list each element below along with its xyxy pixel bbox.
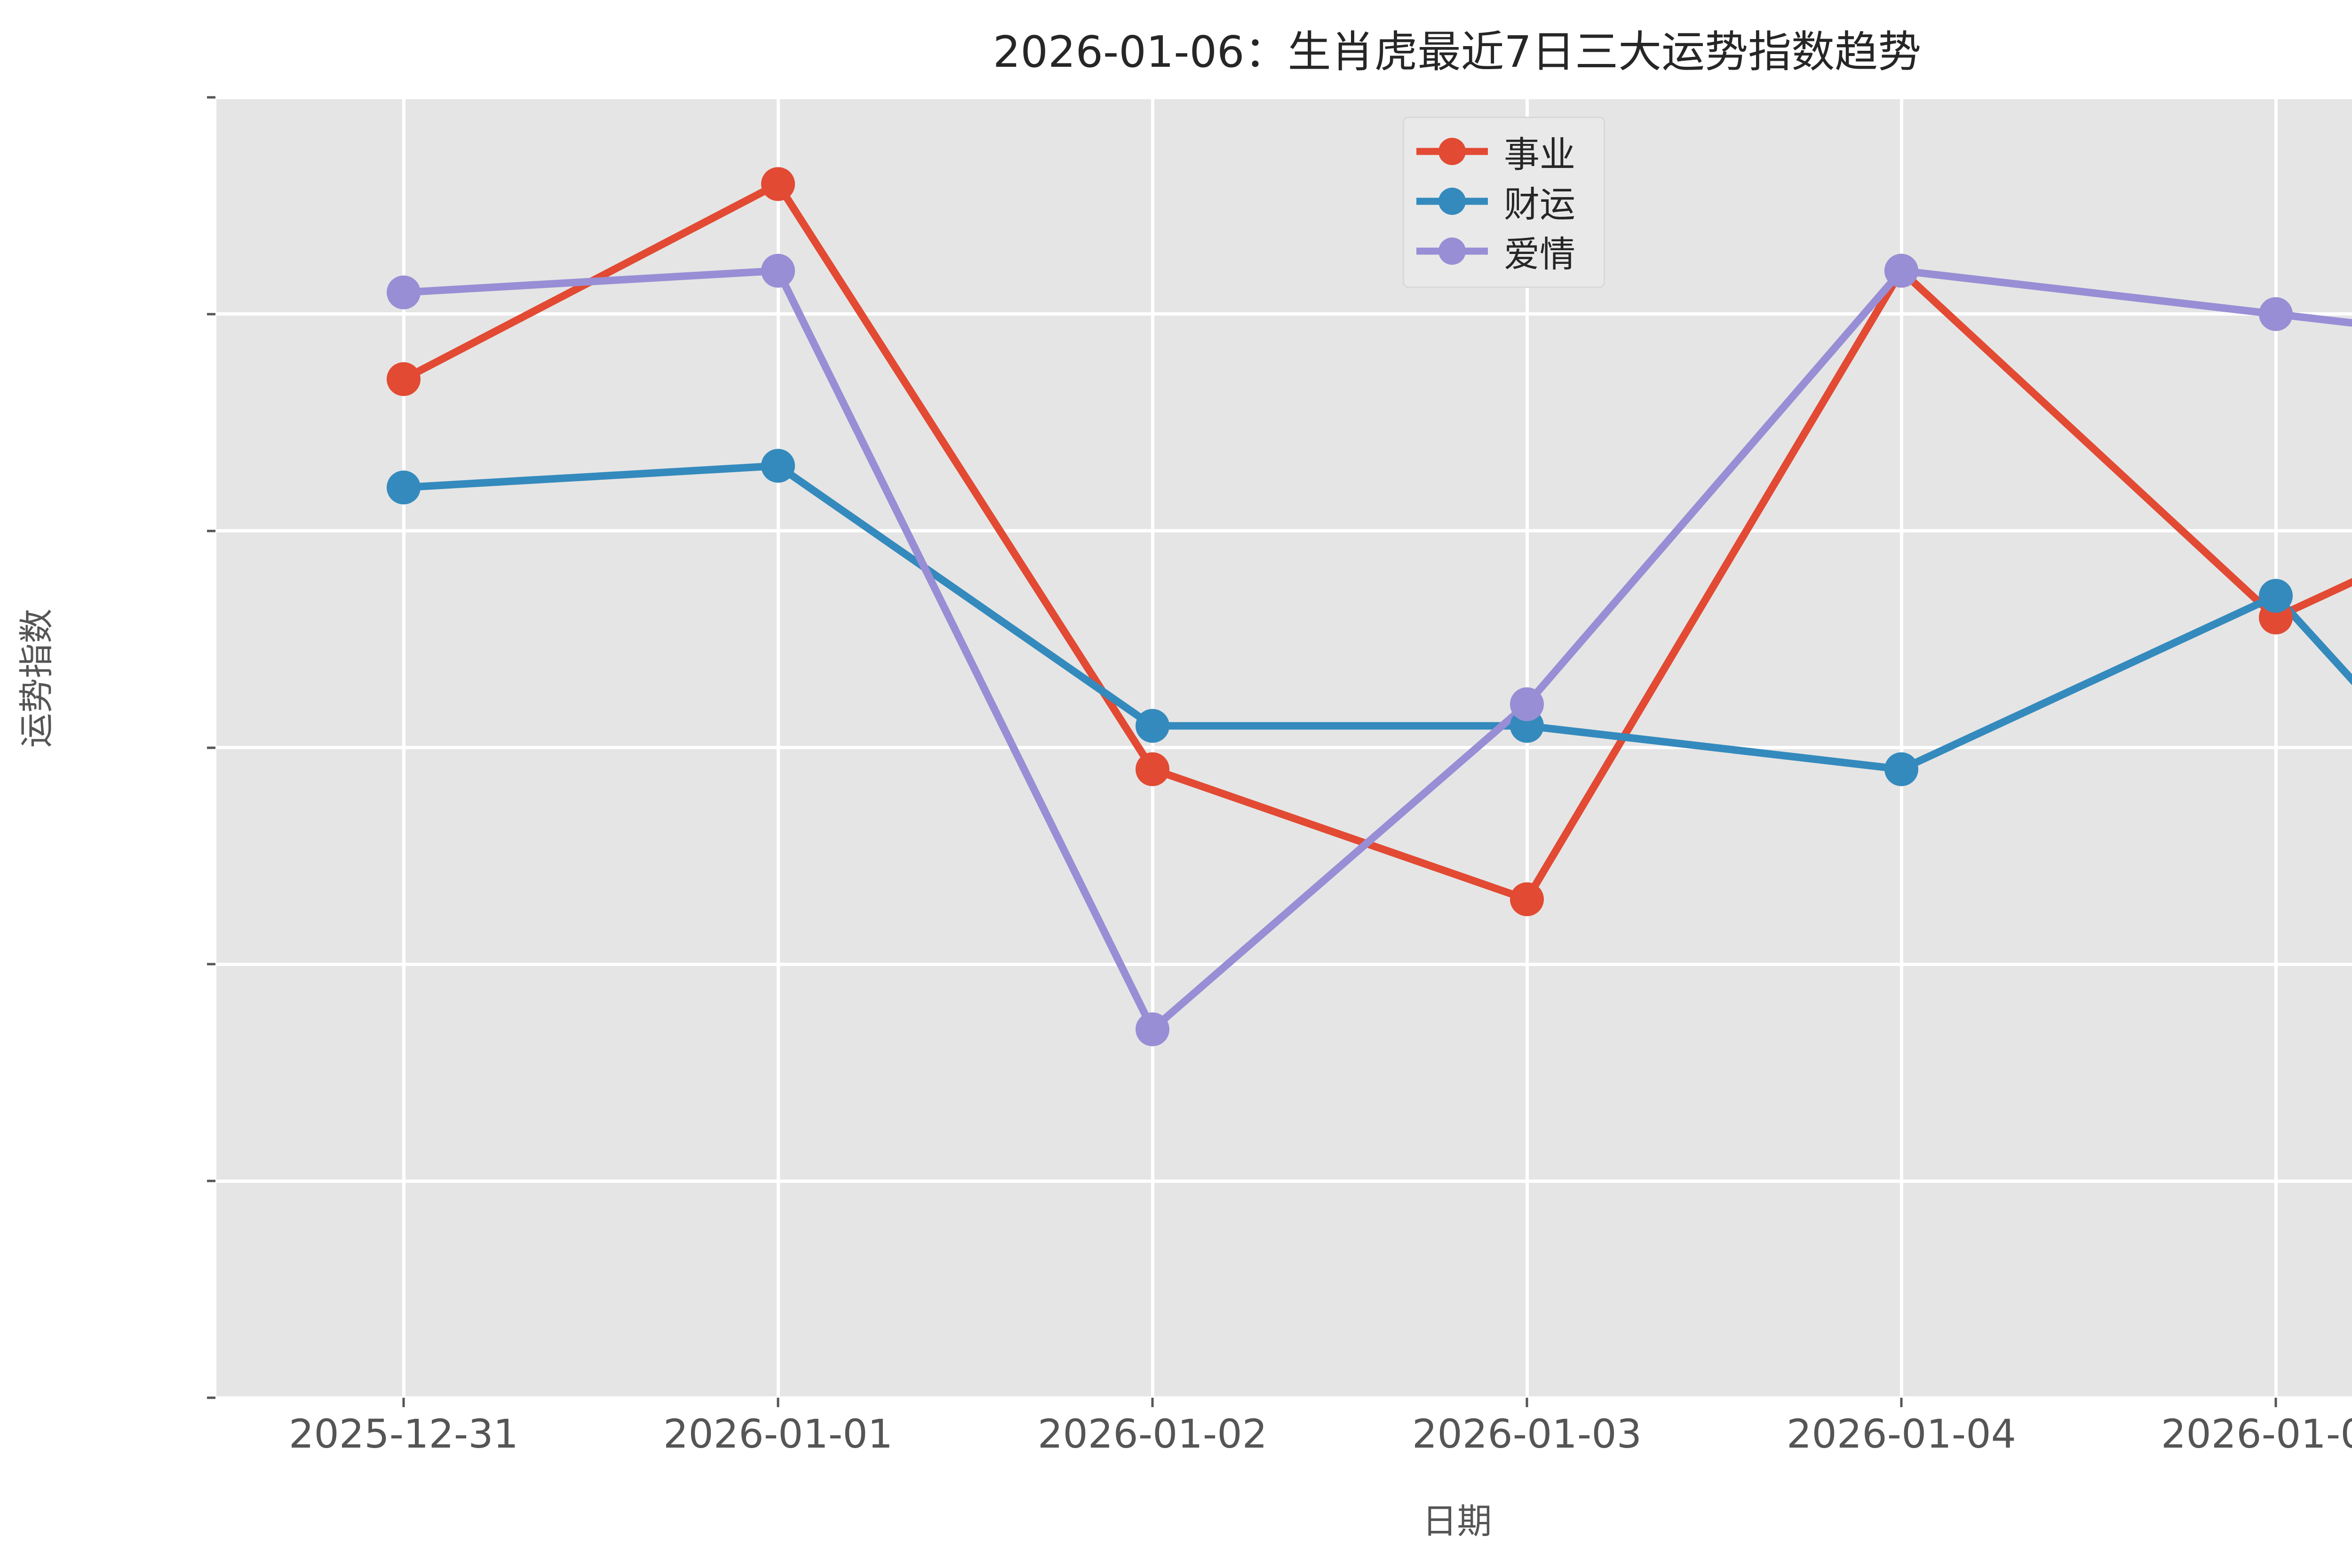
x-tick-mark [1151,1398,1154,1407]
legend-label: 财运 [1504,183,1575,225]
data-point [761,449,795,483]
gridline-horizontal [216,746,2352,749]
y-tick-mark [207,96,215,99]
gridline-vertical [1151,97,1154,1398]
x-tick-label: 2025-12-31 [288,1411,519,1457]
y-tick-mark [207,746,215,749]
legend-label: 事业 [1504,134,1575,175]
legend-dot-icon [1438,138,1466,165]
x-tick-mark [1526,1398,1528,1407]
data-point [387,275,421,309]
x-tick-mark [1900,1398,1903,1407]
page-title: 2026-01-06：生肖虎最近7日三大运势指数趋势 [993,27,1922,77]
gridline-vertical [1899,97,1903,1398]
y-axis-label: 运势指数 [16,609,57,748]
data-point [2259,297,2293,331]
data-point [387,470,421,505]
legend: 事业 财运 爱情 [1403,117,1605,288]
y-tick-mark [207,313,215,316]
gridline-horizontal [216,312,2352,316]
data-point [1510,687,1544,721]
data-point [761,167,795,201]
x-tick-label: 2026-01-05 [2161,1411,2352,1457]
legend-item-事业[interactable]: 事业 [1416,127,1591,176]
gridline-vertical [1525,97,1529,1398]
x-tick-label: 2026-01-02 [1037,1411,1268,1457]
legend-dot-icon [1438,188,1466,215]
data-point [1136,1012,1169,1046]
legend-dot-icon [1438,238,1466,265]
data-point [1884,752,1918,786]
data-point [1510,882,1544,917]
gridline-horizontal [216,1396,2352,1400]
x-tick-label: 2026-01-04 [1786,1411,2017,1457]
series-layer [387,167,2352,1046]
x-tick-label: 2026-01-01 [663,1411,893,1457]
x-tick-mark [2274,1398,2277,1407]
x-axis-label: 日期 [1422,1501,1492,1542]
x-tick-mark [402,1398,405,1407]
markers-财运 [387,449,2293,786]
series-line [400,462,2352,773]
legend-swatch-icon [1416,238,1488,265]
plot-area [216,95,2352,1400]
data-point [2259,578,2293,613]
series-财运 [400,462,2352,773]
gridline-vertical [2274,97,2278,1398]
legend-item-爱情[interactable]: 爱情 [1416,226,1591,276]
data-point [1136,709,1169,743]
legend-label: 爱情 [1504,233,1575,275]
x-tick-mark [777,1398,779,1407]
gridline-vertical [776,97,780,1398]
markers-爱情 [387,253,2293,1046]
y-tick-mark [207,1180,215,1182]
x-tick-label: 2026-01-03 [1412,1411,1642,1457]
series-line [400,267,2352,1033]
gridline-horizontal [216,529,2352,533]
legend-swatch-icon [1416,188,1488,215]
data-point [1884,253,1918,288]
y-tick-mark [207,530,215,532]
legend-item-财运[interactable]: 财运 [1416,176,1591,226]
data-point [761,253,795,288]
data-point [1136,752,1169,786]
gridline-horizontal [216,95,2352,99]
legend-swatch-icon [1416,138,1488,165]
data-point [387,362,421,396]
gridline-horizontal [216,1179,2352,1183]
series-爱情 [400,267,2352,1033]
gridline-horizontal [216,962,2352,966]
y-tick-mark [207,963,215,966]
y-tick-mark [207,1396,215,1399]
gridline-vertical [402,97,405,1398]
